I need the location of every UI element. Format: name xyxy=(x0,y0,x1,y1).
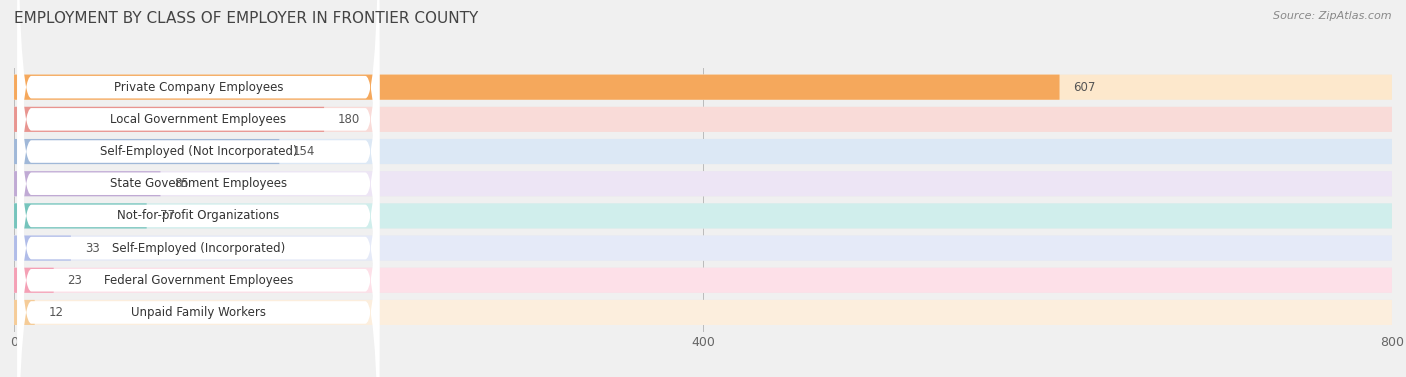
FancyBboxPatch shape xyxy=(14,203,1392,228)
FancyBboxPatch shape xyxy=(14,171,1392,196)
FancyBboxPatch shape xyxy=(14,171,1392,196)
FancyBboxPatch shape xyxy=(14,203,146,228)
FancyBboxPatch shape xyxy=(14,300,35,325)
Text: 12: 12 xyxy=(48,306,63,319)
FancyBboxPatch shape xyxy=(14,300,1392,325)
Text: Self-Employed (Incorporated): Self-Employed (Incorporated) xyxy=(111,242,285,254)
FancyBboxPatch shape xyxy=(14,139,1392,164)
Text: 154: 154 xyxy=(292,145,315,158)
FancyBboxPatch shape xyxy=(14,236,70,261)
FancyBboxPatch shape xyxy=(17,66,380,377)
FancyBboxPatch shape xyxy=(14,268,1392,293)
FancyBboxPatch shape xyxy=(17,0,380,377)
FancyBboxPatch shape xyxy=(17,0,380,377)
FancyBboxPatch shape xyxy=(14,75,1392,100)
Text: EMPLOYMENT BY CLASS OF EMPLOYER IN FRONTIER COUNTY: EMPLOYMENT BY CLASS OF EMPLOYER IN FRONT… xyxy=(14,11,478,26)
Text: 85: 85 xyxy=(174,177,188,190)
Text: Federal Government Employees: Federal Government Employees xyxy=(104,274,292,287)
Text: Not-for-profit Organizations: Not-for-profit Organizations xyxy=(117,209,280,222)
FancyBboxPatch shape xyxy=(14,75,1060,100)
FancyBboxPatch shape xyxy=(14,203,1392,228)
FancyBboxPatch shape xyxy=(17,0,380,377)
Text: 77: 77 xyxy=(160,209,176,222)
FancyBboxPatch shape xyxy=(14,107,1392,132)
FancyBboxPatch shape xyxy=(17,0,380,333)
FancyBboxPatch shape xyxy=(14,139,1392,164)
Text: Private Company Employees: Private Company Employees xyxy=(114,81,283,93)
FancyBboxPatch shape xyxy=(14,75,1392,100)
FancyBboxPatch shape xyxy=(14,268,53,293)
Text: Unpaid Family Workers: Unpaid Family Workers xyxy=(131,306,266,319)
FancyBboxPatch shape xyxy=(14,171,160,196)
FancyBboxPatch shape xyxy=(14,236,1392,261)
FancyBboxPatch shape xyxy=(17,2,380,377)
Text: Self-Employed (Not Incorporated): Self-Employed (Not Incorporated) xyxy=(100,145,297,158)
Text: 33: 33 xyxy=(84,242,100,254)
Text: Local Government Employees: Local Government Employees xyxy=(110,113,287,126)
FancyBboxPatch shape xyxy=(14,107,325,132)
FancyBboxPatch shape xyxy=(14,107,1392,132)
FancyBboxPatch shape xyxy=(14,139,280,164)
FancyBboxPatch shape xyxy=(14,236,1392,261)
Text: State Government Employees: State Government Employees xyxy=(110,177,287,190)
Text: Source: ZipAtlas.com: Source: ZipAtlas.com xyxy=(1274,11,1392,21)
Text: 180: 180 xyxy=(337,113,360,126)
FancyBboxPatch shape xyxy=(14,268,1392,293)
FancyBboxPatch shape xyxy=(17,0,380,366)
Text: 23: 23 xyxy=(67,274,83,287)
FancyBboxPatch shape xyxy=(17,34,380,377)
Text: 607: 607 xyxy=(1073,81,1095,93)
FancyBboxPatch shape xyxy=(14,300,1392,325)
